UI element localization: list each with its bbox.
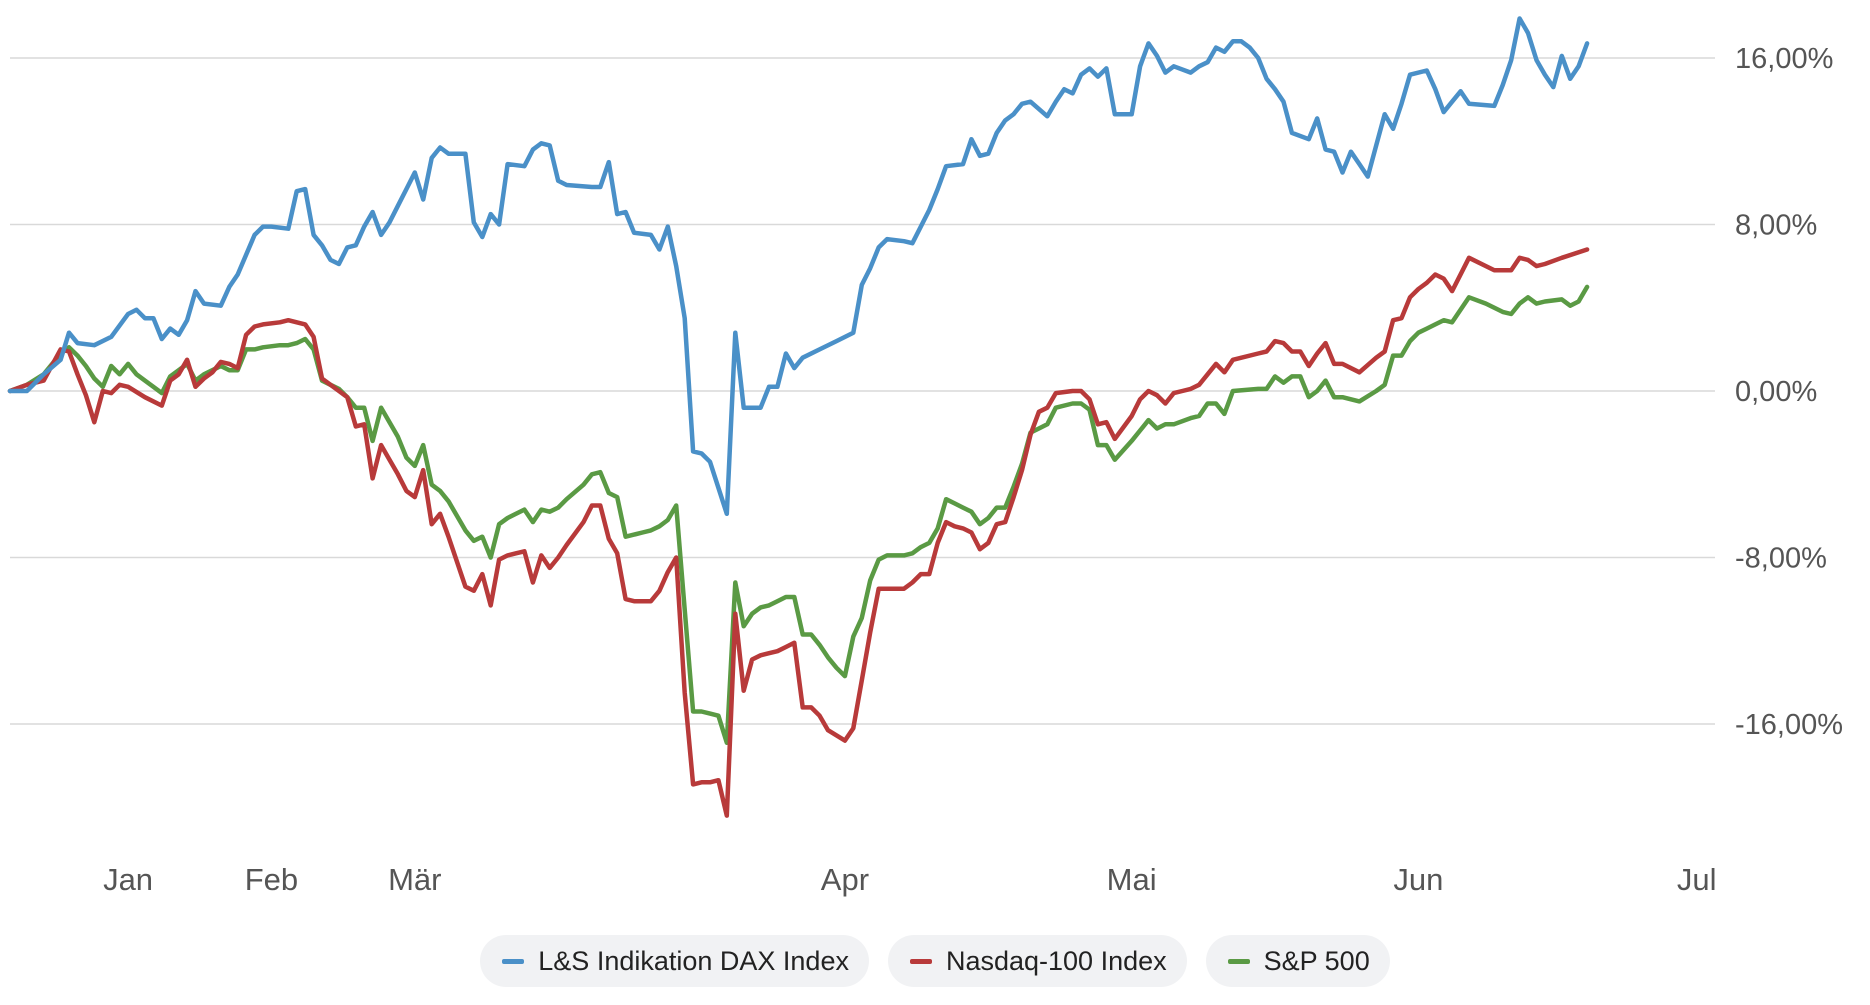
legend-swatch-sp500: [1227, 958, 1250, 964]
x-tick-label: Jun: [1393, 862, 1443, 897]
legend-swatch-nasdaq: [909, 958, 932, 964]
x-tick-label: Apr: [821, 862, 869, 897]
x-tick-label: Feb: [245, 862, 298, 897]
gridlines: [10, 57, 1715, 725]
legend-swatch-dax: [502, 958, 525, 964]
series-line-dax: [7, 16, 1590, 517]
legend-item-nasdaq[interactable]: Nasdaq-100 Index: [887, 935, 1187, 987]
series-line-sp500: [7, 284, 1590, 745]
y-tick-label: 0,00%: [1735, 376, 1817, 408]
y-tick-label: -16,00%: [1735, 709, 1843, 741]
y-axis-labels: 16,00% 8,00% 0,00% -8,00% -16,00%: [1735, 43, 1843, 741]
legend-item-dax[interactable]: L&S Indikation DAX Index: [480, 935, 869, 987]
legend: L&S Indikation DAX Index Nasdaq-100 Inde…: [0, 935, 1870, 987]
x-tick-label: Jul: [1677, 862, 1717, 897]
series-lines: [7, 16, 1590, 818]
series-line-nasdaq: [7, 247, 1590, 818]
legend-label-sp500: S&P 500: [1263, 945, 1370, 976]
legend-item-sp500[interactable]: S&P 500: [1205, 935, 1390, 987]
x-tick-label: Mai: [1107, 862, 1157, 897]
x-tick-label: Mär: [388, 862, 441, 897]
legend-label-nasdaq: Nasdaq-100 Index: [945, 945, 1167, 976]
y-tick-label: 8,00%: [1735, 210, 1817, 242]
y-tick-label: -8,00%: [1735, 543, 1827, 575]
x-tick-label: Jan: [103, 862, 153, 897]
x-axis-labels: Jan Feb Mär Apr Mai Jun Jul: [103, 862, 1716, 897]
y-tick-label: 16,00%: [1735, 43, 1833, 75]
legend-label-dax: L&S Indikation DAX Index: [538, 945, 849, 976]
